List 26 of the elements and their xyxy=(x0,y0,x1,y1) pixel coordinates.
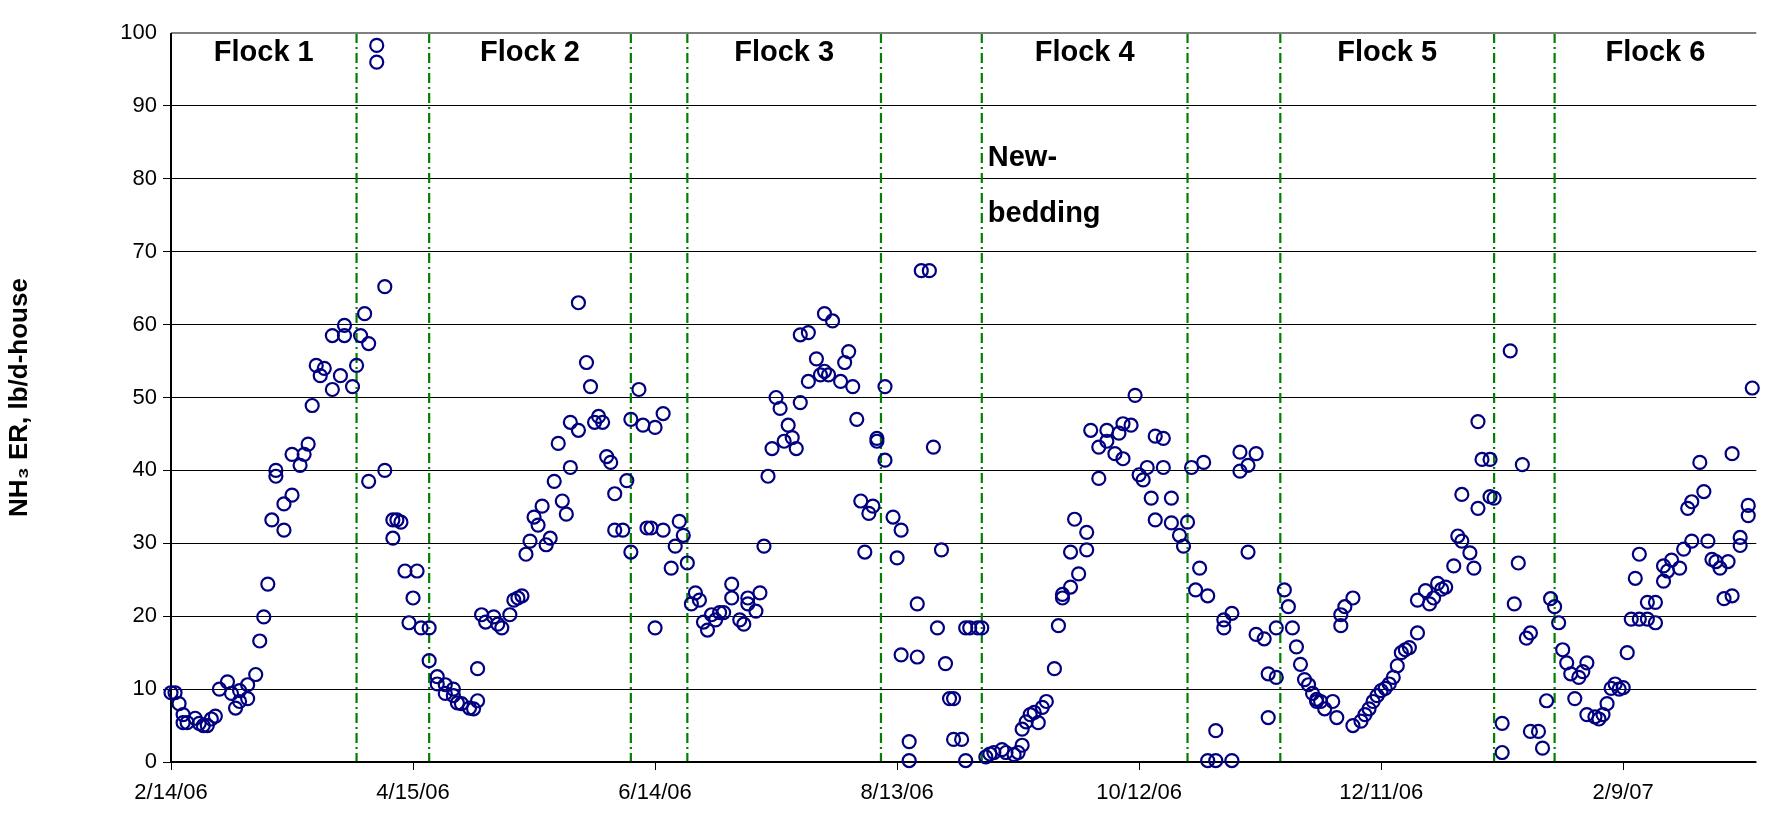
annotation: Flock 5 xyxy=(1337,35,1438,67)
annotation: Flock 3 xyxy=(734,35,835,67)
x-tick-label: 8/13/06 xyxy=(860,779,934,805)
annotation: Flock 4 xyxy=(1034,35,1135,67)
x-tick-label: 10/12/06 xyxy=(1096,779,1182,805)
x-tick-label: 6/14/06 xyxy=(618,779,692,805)
y-tick-label: 70 xyxy=(132,237,157,263)
annotation: Flock 2 xyxy=(480,35,580,67)
x-tick-label: 2/9/07 xyxy=(1592,779,1654,805)
annotation: Flock 1 xyxy=(213,35,314,67)
y-tick-label: 60 xyxy=(132,310,157,336)
annotation: New- bedding xyxy=(987,140,1101,228)
y-tick-label: 10 xyxy=(132,675,157,701)
x-tick-label: 12/11/06 xyxy=(1339,779,1424,805)
y-tick-label: 80 xyxy=(132,164,157,190)
y-axis-title: NH₃ ER, lb/d-house xyxy=(2,278,33,517)
y-tick-label: 40 xyxy=(132,456,157,482)
y-tick-label: 0 xyxy=(144,748,157,774)
x-tick-label: 2/14/06 xyxy=(134,779,208,805)
y-tick-label: 90 xyxy=(132,91,157,117)
y-tick-label: 100 xyxy=(120,19,157,45)
x-tick-label: 4/15/06 xyxy=(376,779,450,805)
y-tick-label: 50 xyxy=(132,383,157,409)
y-tick-label: 30 xyxy=(132,529,157,555)
annotation: Flock 6 xyxy=(1605,35,1706,67)
y-tick-label: 20 xyxy=(132,602,157,628)
